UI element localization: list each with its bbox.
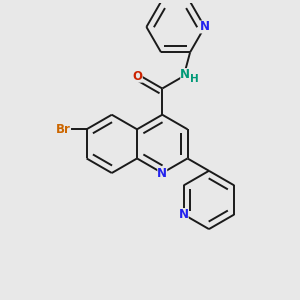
Text: N: N	[179, 208, 189, 221]
Text: N: N	[157, 167, 167, 179]
Text: N: N	[200, 20, 210, 34]
Text: N: N	[180, 68, 190, 81]
Text: H: H	[190, 74, 199, 84]
Text: Br: Br	[56, 123, 70, 136]
Text: O: O	[133, 70, 143, 83]
